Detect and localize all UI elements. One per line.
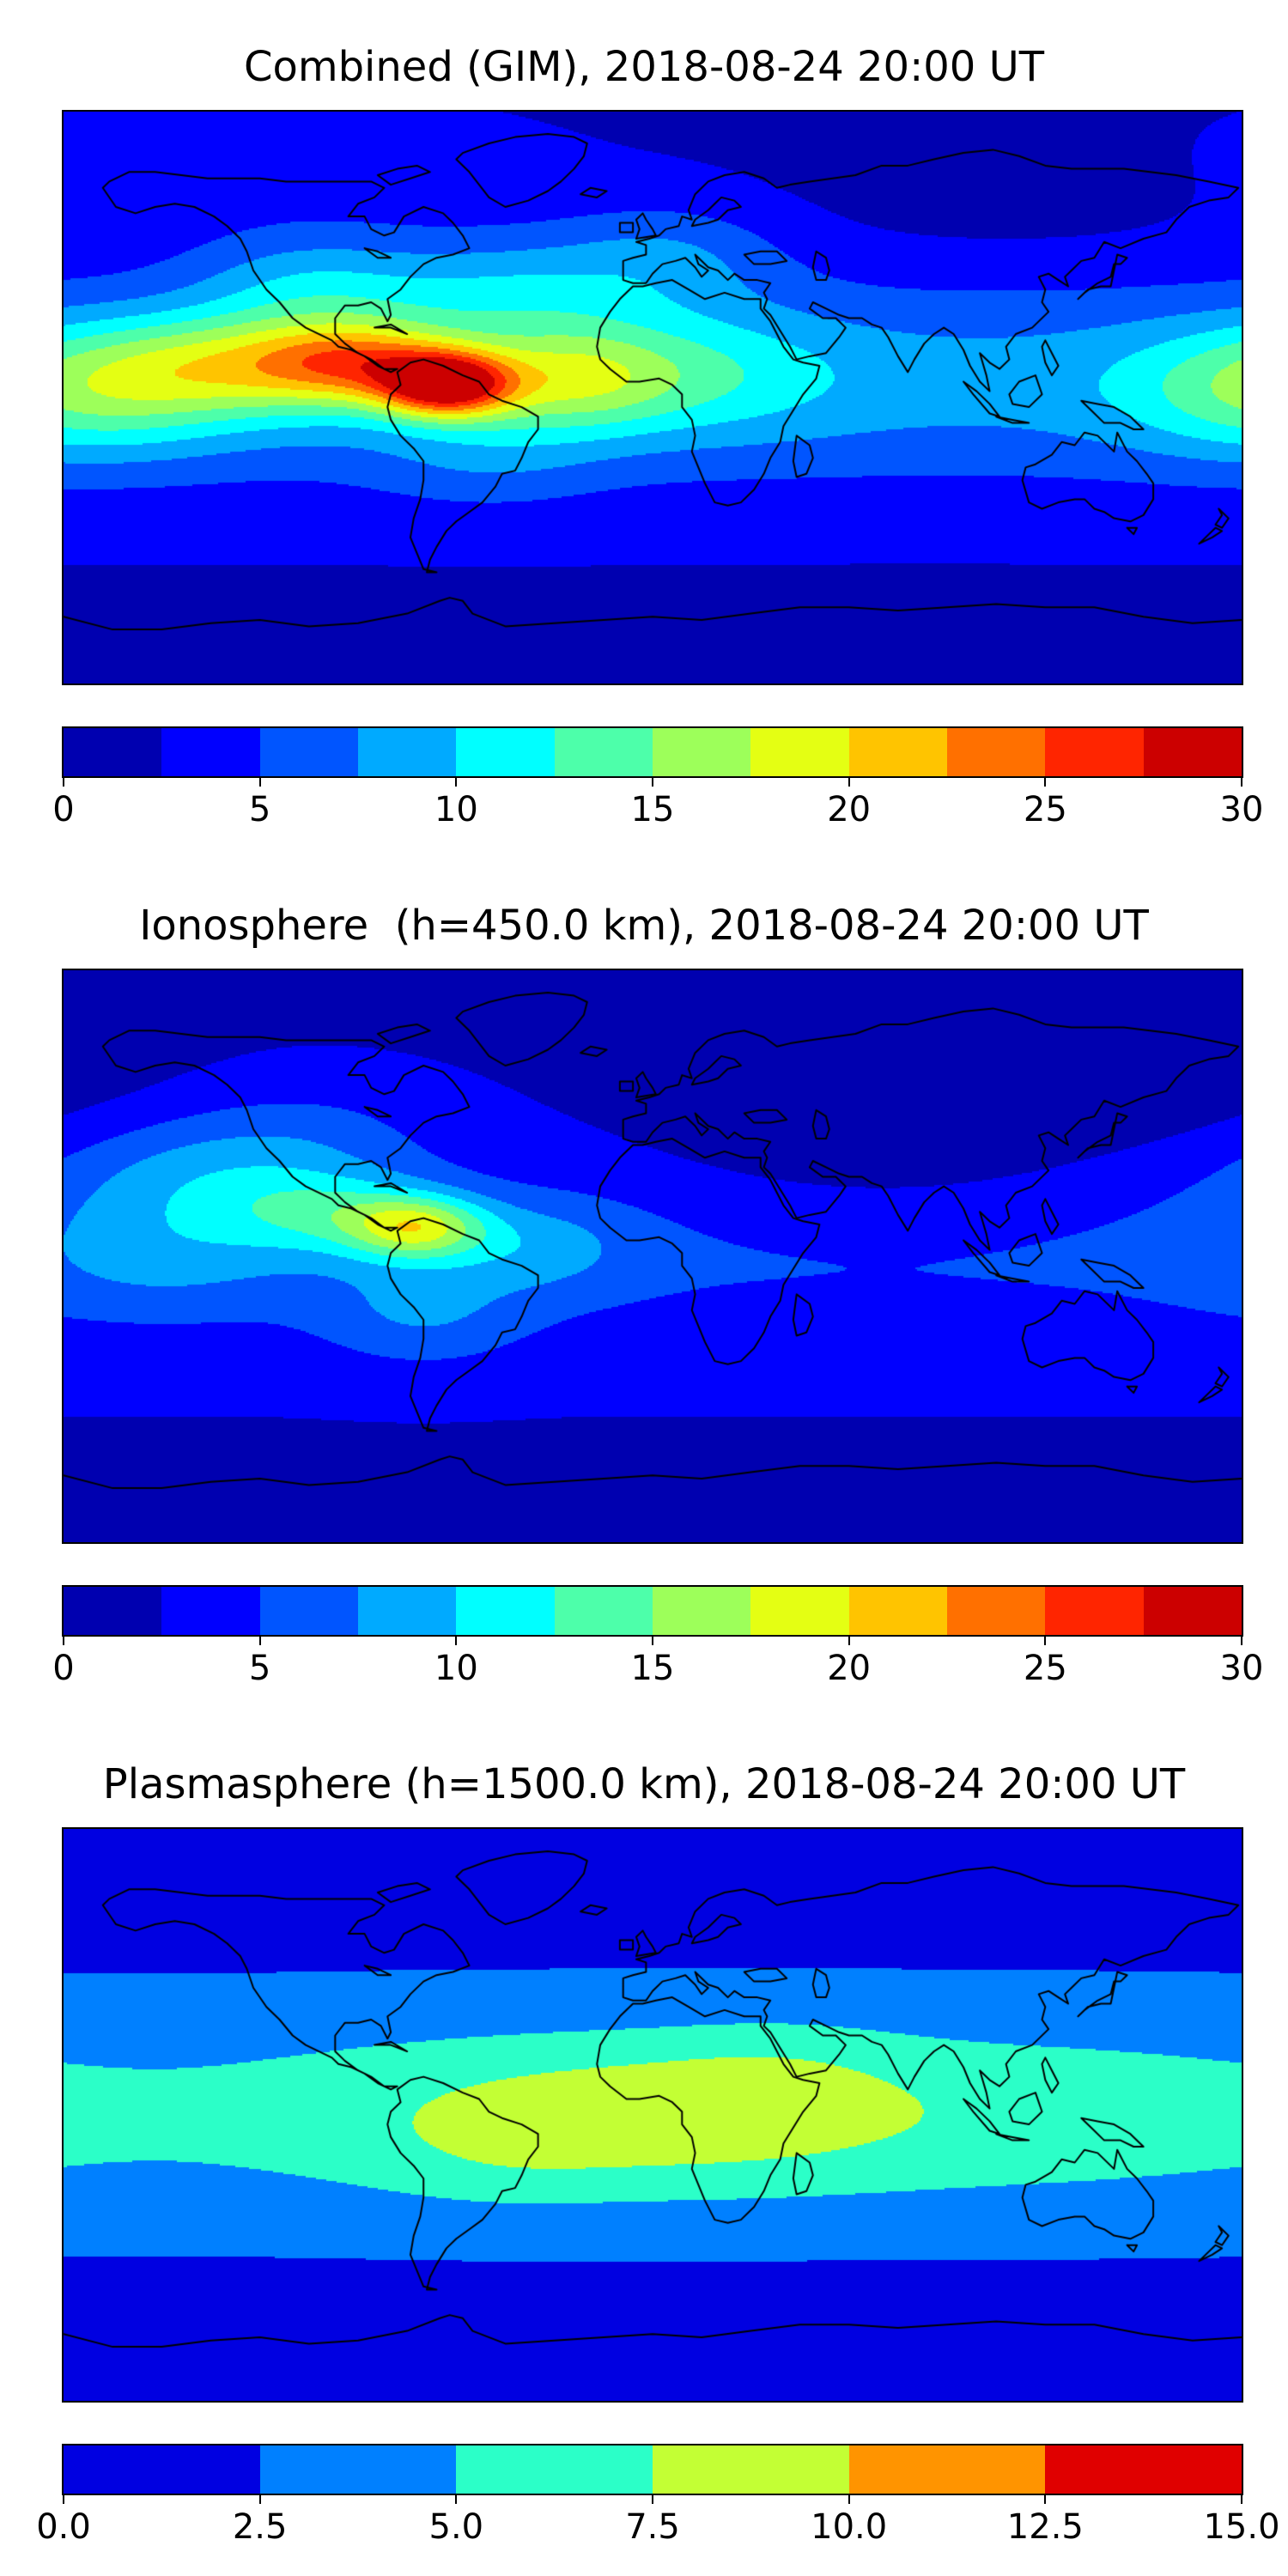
colorbar-tick-mark bbox=[652, 2494, 653, 2504]
colorbar-tick-mark bbox=[258, 1636, 261, 1645]
colorbar-segment bbox=[357, 1586, 457, 1635]
colorbar-tick-label: 25 bbox=[1023, 1648, 1067, 1688]
colorbar-tick-label: 0 bbox=[52, 789, 75, 829]
colorbar-segment bbox=[259, 727, 358, 776]
panel-plasmasphere: Plasmasphere (h=1500.0 km), 2018-08-24 2… bbox=[0, 1717, 1288, 2576]
colorbar-tick-label: 25 bbox=[1023, 789, 1067, 829]
panel-ionosphere: Ionosphere (h=450.0 km), 2018-08-24 20:0… bbox=[0, 859, 1288, 1717]
world-map-plasmasphere bbox=[62, 1826, 1243, 2403]
colorbar-combined bbox=[62, 726, 1243, 778]
colorbar-tick-mark bbox=[1044, 2494, 1047, 2504]
colorbar-segment bbox=[64, 2445, 260, 2494]
colorbar-tick-mark bbox=[1241, 1636, 1242, 1645]
colorbar-ticks-ionosphere: 0 5 10 15 20 25 30 bbox=[52, 1636, 1263, 1698]
colorbar-tick-mark bbox=[1241, 777, 1242, 787]
panel-title-ionosphere: Ionosphere (h=450.0 km), 2018-08-24 20:0… bbox=[139, 902, 1149, 950]
colorbar-segment bbox=[1045, 727, 1144, 776]
colorbar-ionosphere bbox=[62, 1584, 1243, 1637]
colorbar-tick-label: 0.0 bbox=[36, 2506, 91, 2547]
colorbar-segment bbox=[848, 1586, 947, 1635]
colorbar-tick-label: 20 bbox=[827, 1648, 872, 1688]
colorbar-segment bbox=[161, 727, 260, 776]
colorbar-segment bbox=[456, 2445, 653, 2494]
colorbar-tick-label: 5.0 bbox=[428, 2506, 484, 2547]
colorbar-segment bbox=[1143, 727, 1242, 776]
colorbar-tick-label: 15 bbox=[630, 1648, 675, 1688]
colorbar-tick-label: 7.5 bbox=[625, 2506, 680, 2547]
colorbar-tick-mark bbox=[1044, 777, 1047, 787]
colorbar-segment bbox=[64, 727, 162, 776]
colorbar-segment bbox=[652, 727, 751, 776]
colorbar-tick-label: 10.0 bbox=[811, 2506, 888, 2547]
panel-combined-gim: Combined (GIM), 2018-08-24 20:00 UT 0 5 10… bbox=[0, 0, 1288, 859]
colorbar-segment bbox=[1045, 1586, 1144, 1635]
colorbar-tick-mark bbox=[455, 1636, 458, 1645]
colorbar-tick-label: 30 bbox=[1219, 1648, 1264, 1688]
colorbar-plasmasphere bbox=[62, 2443, 1243, 2495]
colorbar-tick-mark bbox=[652, 1636, 653, 1645]
colorbar-tick-mark bbox=[63, 1636, 64, 1645]
colorbar-segment bbox=[259, 2445, 457, 2494]
colorbar-tick-label: 10 bbox=[434, 1648, 478, 1688]
colorbar-tick-label: 15 bbox=[630, 789, 675, 829]
colorbar-tick-label: 20 bbox=[827, 789, 872, 829]
panel-title-plasmasphere: Plasmasphere (h=1500.0 km), 2018-08-24 2… bbox=[102, 1760, 1186, 1808]
colorbar-segment bbox=[750, 727, 849, 776]
colorbar-tick-mark bbox=[1241, 2494, 1242, 2504]
colorbar-tick-label: 15.0 bbox=[1203, 2506, 1280, 2547]
colorbar-tick-mark bbox=[63, 777, 64, 787]
colorbar-segment bbox=[1045, 2445, 1242, 2494]
colorbar-ticks-plasmasphere: 0.0 2.5 5.0 7.5 10.0 12.5 15.0 bbox=[36, 2494, 1280, 2557]
colorbar-segment bbox=[259, 1586, 358, 1635]
colorbar-tick-label: 0 bbox=[52, 1648, 75, 1688]
colorbar-segment bbox=[946, 727, 1046, 776]
colorbar-tick-mark bbox=[258, 777, 261, 787]
colorbar-segment bbox=[456, 1586, 555, 1635]
colorbar-ticks-combined: 0 5 10 15 20 25 30 bbox=[52, 777, 1263, 840]
colorbar-tick-label: 12.5 bbox=[1006, 2506, 1084, 2547]
colorbar-segment bbox=[946, 1586, 1046, 1635]
colorbar-segment bbox=[848, 727, 947, 776]
colorbar-tick-mark bbox=[455, 2494, 458, 2504]
colorbar-tick-mark bbox=[1044, 1636, 1047, 1645]
world-map-ionosphere bbox=[62, 968, 1243, 1544]
colorbar-segment bbox=[554, 1586, 653, 1635]
panel-title-combined: Combined (GIM), 2018-08-24 20:00 UT bbox=[243, 43, 1045, 91]
colorbar-tick-label: 2.5 bbox=[232, 2506, 288, 2547]
colorbar-tick-mark bbox=[258, 2494, 261, 2504]
colorbar-tick-mark bbox=[848, 1636, 850, 1645]
colorbar-tick-label: 10 bbox=[434, 789, 478, 829]
colorbar-tick-mark bbox=[652, 777, 653, 787]
colorbar-tick-mark bbox=[848, 777, 850, 787]
colorbar-segment bbox=[554, 727, 653, 776]
colorbar-tick-mark bbox=[455, 777, 458, 787]
colorbar-segment bbox=[848, 2445, 1046, 2494]
colorbar-tick-label: 5 bbox=[248, 1648, 271, 1688]
colorbar-segment bbox=[161, 1586, 260, 1635]
colorbar-segment bbox=[652, 1586, 751, 1635]
colorbar-segment bbox=[653, 2445, 849, 2494]
colorbar-tick-mark bbox=[848, 2494, 850, 2504]
colorbar-tick-mark bbox=[63, 2494, 64, 2504]
world-map-combined bbox=[62, 109, 1243, 685]
colorbar-tick-label: 5 bbox=[248, 789, 271, 829]
colorbar-segment bbox=[456, 727, 555, 776]
colorbar-segment bbox=[357, 727, 457, 776]
colorbar-segment bbox=[64, 1586, 162, 1635]
colorbar-segment bbox=[750, 1586, 849, 1635]
colorbar-segment bbox=[1143, 1586, 1242, 1635]
colorbar-tick-label: 30 bbox=[1219, 789, 1264, 829]
